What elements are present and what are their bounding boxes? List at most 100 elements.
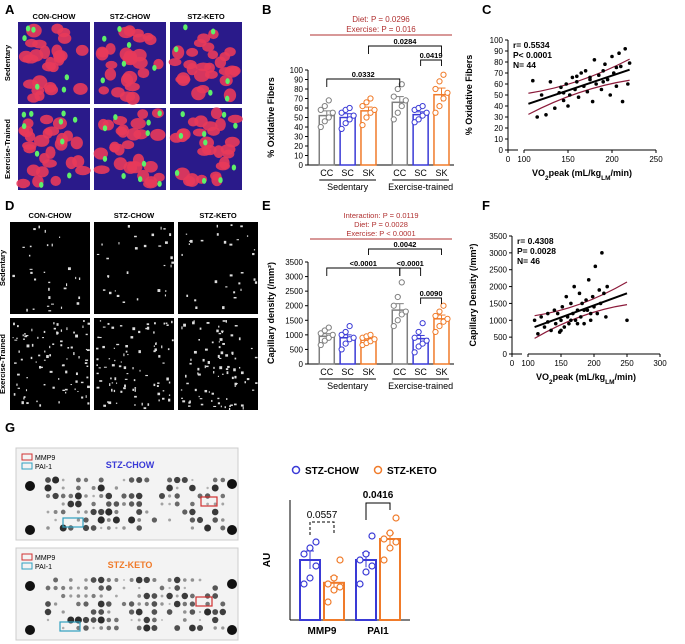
fiber-green bbox=[233, 122, 238, 129]
fiber-red bbox=[176, 72, 191, 87]
capillary-dot bbox=[253, 278, 256, 281]
data-point bbox=[440, 302, 447, 309]
array-spot bbox=[135, 492, 143, 500]
y-tick-label: 3000 bbox=[285, 273, 303, 282]
capillary-dot bbox=[120, 361, 122, 363]
capillary-dot bbox=[156, 385, 159, 388]
fiber-green bbox=[157, 180, 162, 187]
x-tick-label: 100 bbox=[517, 155, 531, 164]
array-spot bbox=[68, 525, 74, 531]
data-point bbox=[325, 114, 332, 121]
capillary-dot bbox=[234, 325, 238, 327]
y-tick-label: 2500 bbox=[285, 287, 303, 296]
data-point bbox=[398, 81, 405, 88]
x-axis-label-part: 2 bbox=[545, 175, 549, 182]
data-point bbox=[553, 321, 558, 326]
capillary-dot bbox=[181, 397, 184, 399]
fiber-green bbox=[31, 26, 36, 33]
array-spot bbox=[212, 616, 219, 624]
confidence-band-upper bbox=[528, 58, 630, 94]
array-spot bbox=[212, 585, 219, 591]
data-point bbox=[555, 311, 560, 316]
capillary-dot bbox=[226, 371, 229, 375]
array-spot bbox=[166, 592, 173, 600]
array-spot bbox=[83, 625, 89, 631]
array-spot bbox=[189, 517, 196, 523]
array-spot bbox=[137, 518, 142, 522]
fiber-green bbox=[183, 24, 188, 31]
interaction-p-value: Interaction: P = 0.0119 bbox=[344, 211, 419, 220]
fiber-red bbox=[211, 173, 223, 187]
y-tick-label: 90 bbox=[294, 76, 303, 85]
capillary-dot bbox=[43, 271, 46, 273]
fiber-red bbox=[126, 160, 143, 174]
array-spot bbox=[92, 494, 95, 498]
legend-mmp9-box bbox=[21, 453, 33, 461]
capillary-dot bbox=[48, 310, 52, 312]
capillary-dot bbox=[230, 224, 233, 227]
capillary-dot bbox=[34, 278, 37, 281]
data-point bbox=[620, 99, 625, 104]
array-spot bbox=[211, 508, 219, 516]
capillary-dot bbox=[189, 362, 192, 365]
array-spot bbox=[174, 476, 181, 484]
capillary-dot bbox=[147, 403, 150, 406]
array-spot bbox=[151, 625, 158, 631]
column-label: STZ-KETO bbox=[187, 12, 225, 21]
fiber-red bbox=[40, 114, 54, 125]
capillary-dot bbox=[107, 276, 110, 278]
capillary-dot bbox=[134, 404, 136, 406]
capillary-dot bbox=[110, 377, 112, 380]
capillary-dot bbox=[222, 320, 226, 322]
data-point bbox=[531, 78, 535, 83]
y-tick-label: 40 bbox=[494, 102, 503, 111]
panel-letter-c: C bbox=[482, 2, 492, 17]
fiber-green bbox=[102, 155, 108, 162]
fiber-green bbox=[157, 110, 162, 117]
array-spot bbox=[182, 509, 188, 515]
fiber-green bbox=[126, 42, 132, 49]
array-spot bbox=[204, 524, 212, 532]
capillary-dot bbox=[109, 383, 111, 387]
data-point bbox=[562, 325, 567, 329]
diet-p-value: Diet: P = 0.0296 bbox=[352, 15, 410, 24]
array-spot bbox=[114, 509, 119, 515]
fit-line bbox=[528, 68, 630, 105]
capillary-dot bbox=[63, 287, 67, 290]
significance-bracket bbox=[399, 267, 422, 276]
data-point bbox=[539, 93, 544, 97]
array-spot bbox=[220, 493, 226, 499]
array-spot bbox=[168, 494, 172, 498]
capillary-dot bbox=[118, 242, 120, 245]
capillary-dot bbox=[160, 226, 162, 230]
fiber-red bbox=[193, 68, 210, 82]
capillary-dot bbox=[234, 382, 237, 386]
panel-letter-a: A bbox=[5, 2, 15, 17]
array-spot bbox=[145, 510, 149, 514]
capillary-dot bbox=[123, 366, 127, 370]
data-point bbox=[575, 308, 580, 312]
data-point bbox=[535, 115, 539, 119]
capillary-dot bbox=[154, 348, 157, 352]
data-point bbox=[419, 112, 426, 119]
capillary-dot bbox=[87, 385, 90, 389]
array-spot bbox=[84, 510, 88, 514]
capillary-dot bbox=[146, 323, 150, 326]
fiber-red bbox=[118, 26, 135, 39]
data-point bbox=[398, 103, 405, 110]
column-label: STZ-KETO bbox=[199, 211, 237, 220]
capillary-dot bbox=[102, 345, 105, 349]
capillary-dot bbox=[163, 322, 166, 325]
capillary-dot bbox=[204, 389, 208, 393]
data-point bbox=[565, 315, 570, 319]
capillary-dot bbox=[154, 322, 156, 325]
y-axis-label: Capillary Density (/mm²) bbox=[468, 243, 478, 346]
data-point bbox=[444, 89, 451, 96]
capillary-dot bbox=[198, 338, 200, 341]
array-spot bbox=[105, 492, 113, 500]
x-tick-label: SK bbox=[435, 367, 447, 377]
data-point bbox=[549, 328, 553, 333]
data-point bbox=[317, 341, 324, 349]
capillary-dot bbox=[229, 274, 233, 277]
fiber-red bbox=[70, 136, 83, 150]
